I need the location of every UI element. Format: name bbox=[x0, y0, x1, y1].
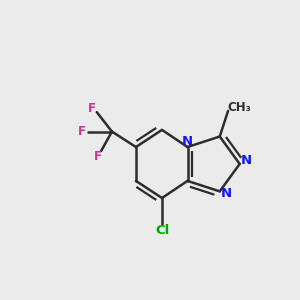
Text: Cl: Cl bbox=[155, 224, 169, 237]
Text: N: N bbox=[241, 154, 252, 167]
Text: N: N bbox=[182, 135, 193, 148]
Text: N: N bbox=[221, 187, 232, 200]
Text: F: F bbox=[87, 102, 95, 115]
Text: F: F bbox=[78, 125, 86, 138]
Text: CH₃: CH₃ bbox=[228, 101, 251, 114]
Text: F: F bbox=[94, 150, 101, 163]
